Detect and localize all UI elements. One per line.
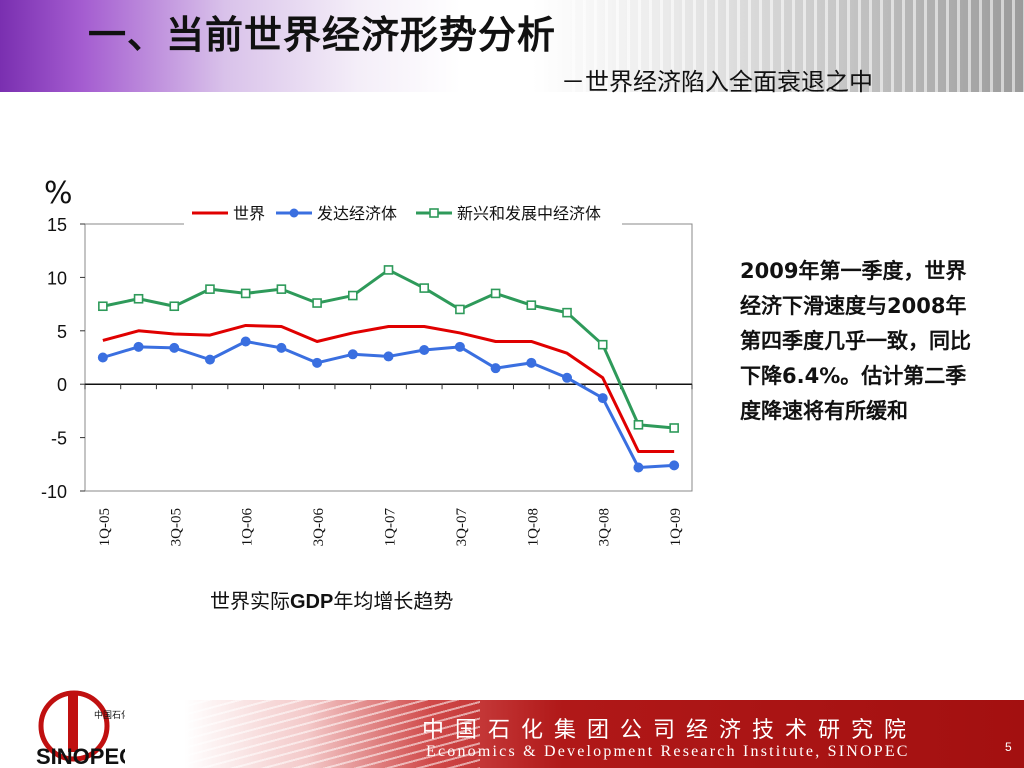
- data-point: [133, 293, 144, 304]
- legend-marker: [289, 208, 299, 218]
- data-point: [205, 284, 215, 294]
- y-tick-label: 10: [47, 268, 67, 288]
- data-point: [133, 341, 144, 352]
- y-tick-label: 5: [57, 322, 67, 342]
- chart-caption: 世界实际GDP年均增长趋势: [210, 585, 453, 614]
- data-point: [98, 301, 108, 312]
- footer-org-cn: 中国石化集团公司经济技术研究院: [422, 718, 918, 743]
- svg-text:中国石化: 中国石化: [94, 709, 125, 721]
- data-point: [490, 288, 501, 299]
- summary-text: 2009年第一季度，世界经济下滑速度与2008年第四季度几乎一致，同比下降6.4…: [740, 259, 971, 423]
- data-point: [597, 393, 608, 404]
- data-point: [419, 283, 430, 293]
- data-point: [240, 336, 251, 347]
- data-point: [669, 423, 679, 433]
- data-point: [347, 349, 358, 360]
- footer-dots: [120, 700, 480, 768]
- x-tick-label: 3Q-06: [311, 508, 327, 547]
- data-point: [312, 357, 323, 368]
- y-tick-label: -10: [41, 482, 67, 502]
- x-tick-label: 3Q-05: [168, 508, 184, 546]
- data-point: [597, 339, 608, 350]
- data-point: [169, 301, 180, 312]
- data-point: [633, 419, 644, 430]
- header-stripes: [564, 0, 1024, 92]
- data-point: [669, 460, 680, 471]
- data-point: [526, 357, 537, 368]
- data-point: [347, 290, 358, 301]
- legend-marker: [429, 208, 439, 218]
- y-unit-label: %: [44, 176, 73, 211]
- footer-org-en: Economics & Development Research Institu…: [426, 743, 910, 760]
- data-point: [240, 288, 251, 299]
- data-point: [419, 345, 430, 356]
- data-point: [490, 363, 501, 374]
- y-tick-label: 15: [47, 215, 67, 235]
- x-tick-label: 1Q-05: [97, 508, 113, 546]
- sinopec-logo: 中国石化 SINOPEC: [36, 690, 125, 768]
- legend-label: 新兴和发展中经济体: [457, 204, 601, 223]
- data-point: [455, 304, 465, 315]
- x-tick-label: 1Q-08: [525, 508, 541, 546]
- x-tick-label: 1Q-07: [383, 508, 399, 547]
- caption-pre: 世界实际: [210, 589, 290, 613]
- legend-label: 世界: [233, 204, 265, 223]
- data-point: [312, 298, 322, 308]
- caption-gdp: GDP: [290, 591, 334, 613]
- x-tick-label: 1Q-06: [240, 508, 256, 547]
- svg-text:SINOPEC: SINOPEC: [36, 744, 125, 768]
- data-point: [633, 462, 644, 473]
- page-number: 5: [1005, 740, 1012, 754]
- data-point: [169, 342, 180, 353]
- data-point: [383, 265, 394, 275]
- y-tick-label: -5: [51, 429, 67, 449]
- data-point: [562, 307, 572, 318]
- series-line: [102, 323, 675, 453]
- data-point: [97, 352, 108, 363]
- caption-post: 年均增长趋势: [333, 589, 454, 613]
- data-point: [383, 351, 394, 362]
- page-subtitle: －世界经济陷入全面衰退之中: [561, 68, 873, 96]
- legend-box: [184, 198, 622, 228]
- x-tick-label: 3Q-07: [454, 508, 470, 547]
- data-point: [562, 372, 573, 383]
- legend-label: 发达经济体: [317, 204, 397, 223]
- page-title: 一、当前世界经济形势分析: [88, 13, 557, 57]
- data-point: [204, 354, 215, 365]
- data-point: [276, 342, 287, 353]
- x-tick-label: 1Q-09: [668, 508, 684, 546]
- x-tick-label: 3Q-08: [597, 508, 613, 546]
- y-tick-label: 0: [57, 375, 67, 395]
- data-point: [276, 284, 287, 294]
- data-point: [454, 341, 465, 352]
- data-point: [526, 300, 537, 310]
